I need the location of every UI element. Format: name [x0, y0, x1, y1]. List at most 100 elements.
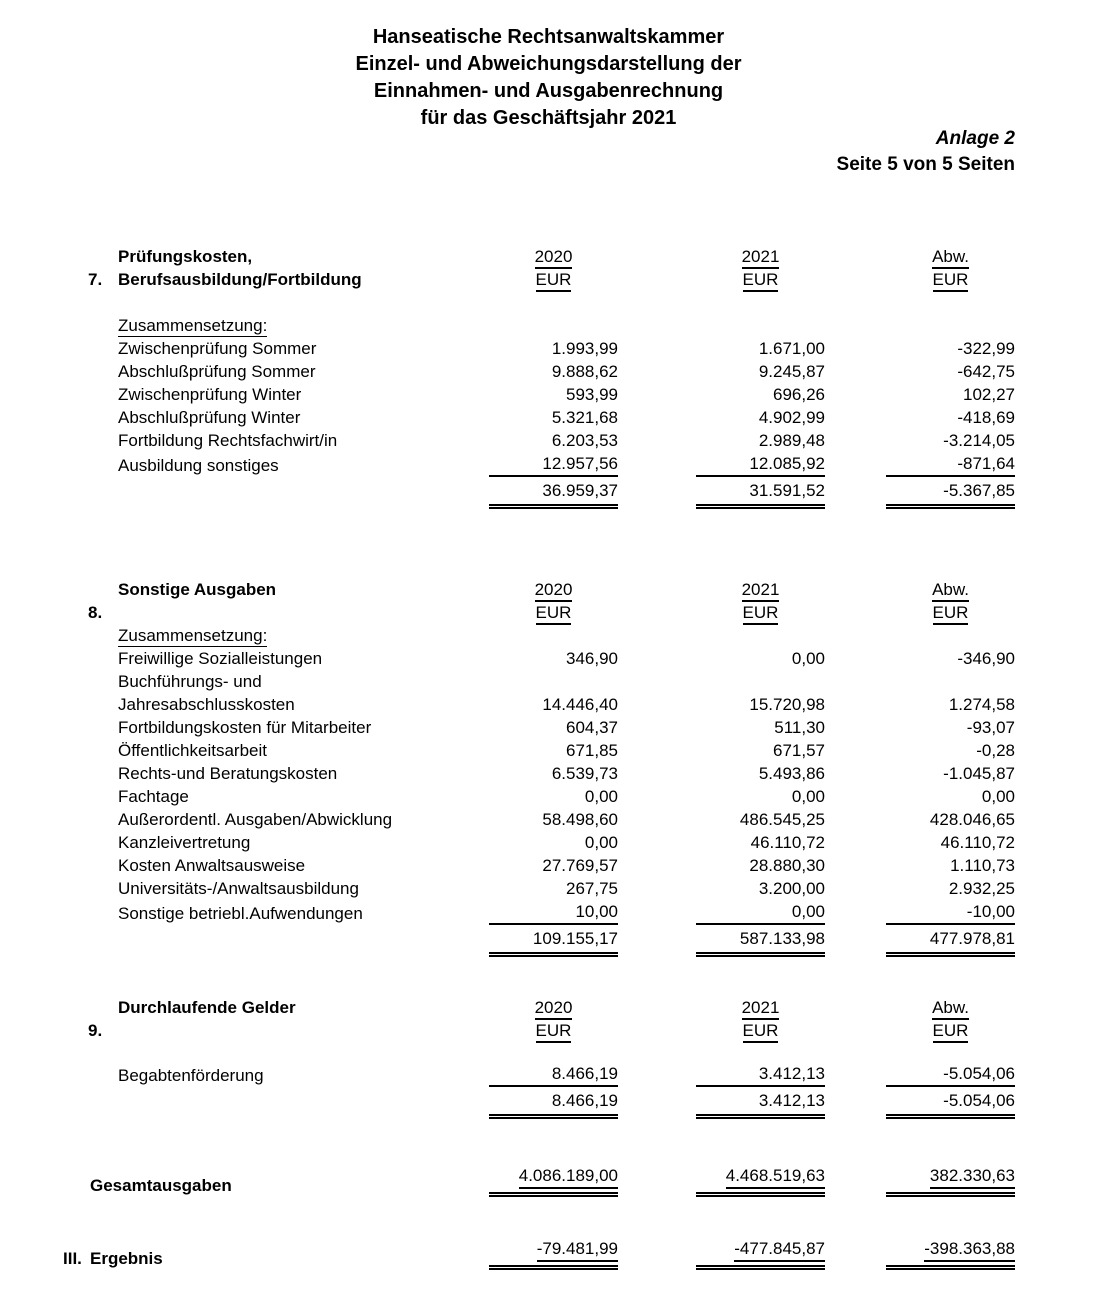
value-2020: 8.466,19 [489, 1062, 618, 1087]
value-abw: -93,07 [966, 718, 1015, 737]
value-2020 [489, 670, 618, 693]
table-row: Kanzleivertretung 0,00 46.110,72 46.110,… [88, 831, 1015, 854]
value-2020: 27.769,57 [542, 856, 618, 875]
table-row: Fortbildung Rechtsfachwirt/in 6.203,53 2… [88, 429, 1015, 452]
table-row: Jahresabschlusskosten 14.446,40 15.720,9… [88, 693, 1015, 716]
result-table: III. Ergebnis -79.481,99 -477.845,87 -39… [63, 1237, 1015, 1270]
value-2020: 6.203,53 [551, 431, 618, 450]
section-7-table: 7. Prüfungskosten, Berufsausbildung/Fort… [88, 245, 1015, 509]
result-row: III. Ergebnis -79.481,99 -477.845,87 -39… [63, 1237, 1015, 1270]
value-2021: 9.245,87 [758, 362, 825, 381]
table-row: Abschlußprüfung Sommer 9.888,62 9.245,87… [88, 360, 1015, 383]
column-header-abw: Abw. EUR [825, 996, 1015, 1043]
value-2021: 15.720,98 [749, 695, 825, 714]
value-abw: 1.110,73 [950, 856, 1015, 875]
value-abw: -642,75 [957, 362, 1015, 381]
value-abw: 0,00 [981, 787, 1015, 806]
row-label: Universitäts-/Anwaltsausbildung [118, 879, 359, 898]
result-abw: -398.363,88 [825, 1237, 1015, 1270]
row-label: Rechts-und Beratungskosten [118, 764, 338, 783]
value-2021: 0,00 [618, 900, 825, 925]
value-2021: 0,00 [791, 787, 825, 806]
value-abw: 1.274,58 [948, 695, 1015, 714]
value-2021: 3.200,00 [758, 879, 825, 898]
row-label: Fortbildung Rechtsfachwirt/in [118, 431, 338, 450]
section-title-line: Durchlaufende Gelder [118, 998, 296, 1017]
document-title: Hanseatische Rechtsanwaltskammer Einzel-… [0, 0, 1097, 132]
value-2020: 1.993,99 [551, 339, 618, 358]
title-line-3: Einnahmen- und Ausgabenrechnung [373, 80, 724, 102]
row-label: Begabtenförderung [118, 1066, 264, 1085]
table-row: Fortbildungskosten für Mitarbeiter 604,3… [88, 716, 1015, 739]
value-2020: 9.888,62 [551, 362, 618, 381]
spacer-row [88, 1042, 1015, 1062]
result-numeral: III. [63, 1249, 82, 1268]
section-title: Sonstige Ausgaben [118, 578, 489, 624]
section-title-line: Sonstige Ausgaben [118, 580, 277, 599]
value-abw: 102,27 [963, 385, 1015, 404]
total-2021: 3.412,13 [618, 1087, 825, 1119]
value-2020: 604,37 [566, 718, 618, 737]
row-label: Zwischenprüfung Sommer [118, 339, 317, 358]
value-abw: 46.110,72 [940, 833, 1015, 852]
value-abw: -3.214,05 [943, 431, 1015, 450]
column-header-abw: Abw. EUR [825, 245, 1015, 292]
column-header-2021: 2021 EUR [618, 245, 825, 292]
composition-label: Zusammensetzung: [118, 314, 489, 337]
row-label: Sonstige betriebl.Aufwendungen [118, 904, 363, 923]
section-title: Prüfungskosten, Berufsausbildung/Fortbil… [118, 245, 489, 291]
value-abw: 2.932,25 [948, 879, 1015, 898]
section-9-table: 9. Durchlaufende Gelder 2020 EUR 2021 EU… [88, 996, 1015, 1119]
value-2020: 671,85 [566, 741, 618, 760]
table-row: Rechts-und Beratungskosten 6.539,73 5.49… [88, 762, 1015, 785]
value-2021: 486.545,25 [739, 810, 825, 829]
table-row: Freiwillige Sozialleistungen 346,90 0,00… [88, 647, 1015, 670]
value-2021: 2.989,48 [758, 431, 825, 450]
section-total-row: 109.155,17 587.133,98 477.978,81 [88, 925, 1015, 957]
table-row: Sonstige betriebl.Aufwendungen 10,00 0,0… [88, 900, 1015, 925]
total-2021: 587.133,98 [618, 925, 825, 957]
value-2021 [618, 670, 825, 693]
row-label: Ausbildung sonstiges [118, 456, 279, 475]
column-header-2020: 2020 EUR [489, 245, 618, 292]
row-label: Zwischenprüfung Winter [118, 385, 302, 404]
value-abw: -0,28 [976, 741, 1015, 760]
spacer-row [88, 291, 1015, 314]
value-2021: 3.412,13 [618, 1062, 825, 1087]
value-abw: -10,00 [825, 900, 1015, 925]
section-header-row: 9. Durchlaufende Gelder 2020 EUR 2021 EU… [88, 996, 1015, 1043]
value-2020: 6.539,73 [551, 764, 618, 783]
value-2020: 14.446,40 [542, 695, 618, 714]
total-2021: 31.591,52 [618, 477, 825, 509]
row-label: Abschlußprüfung Winter [118, 408, 301, 427]
value-abw: 428.046,65 [929, 810, 1015, 829]
value-2020: 267,75 [566, 879, 618, 898]
section-title-line: Prüfungskosten, [118, 247, 253, 266]
value-2021: 46.110,72 [750, 833, 825, 852]
table-row: Kosten Anwaltsausweise 27.769,57 28.880,… [88, 854, 1015, 877]
table-row: Abschlußprüfung Winter 5.321,68 4.902,99… [88, 406, 1015, 429]
value-abw: -1.045,87 [943, 764, 1015, 783]
value-abw: -322,99 [957, 339, 1015, 358]
section-title: Durchlaufende Gelder [118, 996, 489, 1042]
total-abw: -5.054,06 [825, 1087, 1015, 1119]
section-number: 8. [88, 603, 103, 622]
composition-label: Zusammensetzung: [118, 624, 489, 647]
value-abw [825, 670, 1015, 693]
column-header-2021: 2021 EUR [618, 996, 825, 1043]
value-2020: 5.321,68 [551, 408, 618, 427]
table-row: Begabtenförderung 8.466,19 3.412,13 -5.0… [88, 1062, 1015, 1087]
composition-row: Zusammensetzung: [88, 624, 1015, 647]
value-2021: 4.902,99 [758, 408, 825, 427]
column-header-2021: 2021 EUR [618, 578, 825, 625]
row-label: Buchführungs- und [118, 672, 262, 691]
section-number: 7. [88, 270, 103, 289]
row-label: Fachtage [118, 787, 189, 806]
section-header-row: 8. Sonstige Ausgaben 2020 EUR 2021 EUR A… [88, 578, 1015, 625]
value-2020: 593,99 [566, 385, 618, 404]
value-abw: -346,90 [957, 649, 1015, 668]
value-2020: 58.498,60 [542, 810, 618, 829]
row-label: Kosten Anwaltsausweise [118, 856, 306, 875]
result-2020: -79.481,99 [489, 1237, 618, 1270]
